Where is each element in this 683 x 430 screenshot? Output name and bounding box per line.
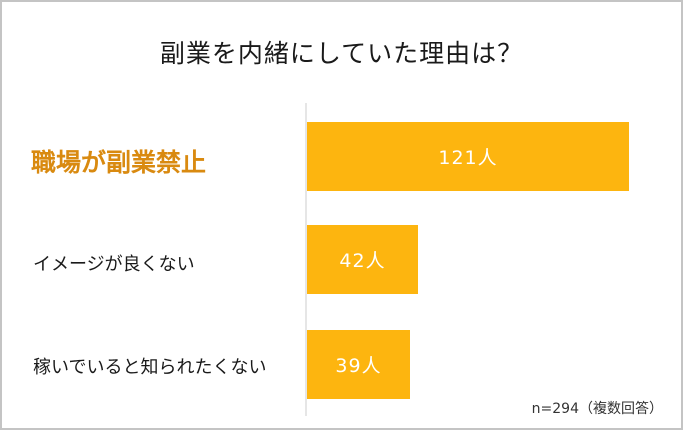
bar-value-label: 121人 <box>438 147 498 169</box>
y-axis-line <box>305 103 307 416</box>
bar-value-label: 39人 <box>335 355 382 377</box>
category-label-bad-image: イメージが良くない <box>33 254 195 275</box>
chart-title: 副業を内緒にしていた理由は？ <box>159 39 524 68</box>
category-label-workplace-ban: 職場が副業禁止 <box>31 148 207 177</box>
sample-size-note: n=294（複数回答） <box>531 401 663 417</box>
bar-bad-image: 42人 <box>307 225 418 294</box>
bar-workplace-ban: 121人 <box>307 122 629 191</box>
category-label-dont-want-known: 稼いでいると知られたくない <box>33 357 267 378</box>
bar-value-label: 42人 <box>339 250 386 272</box>
bar-dont-want-known: 39人 <box>307 330 410 399</box>
